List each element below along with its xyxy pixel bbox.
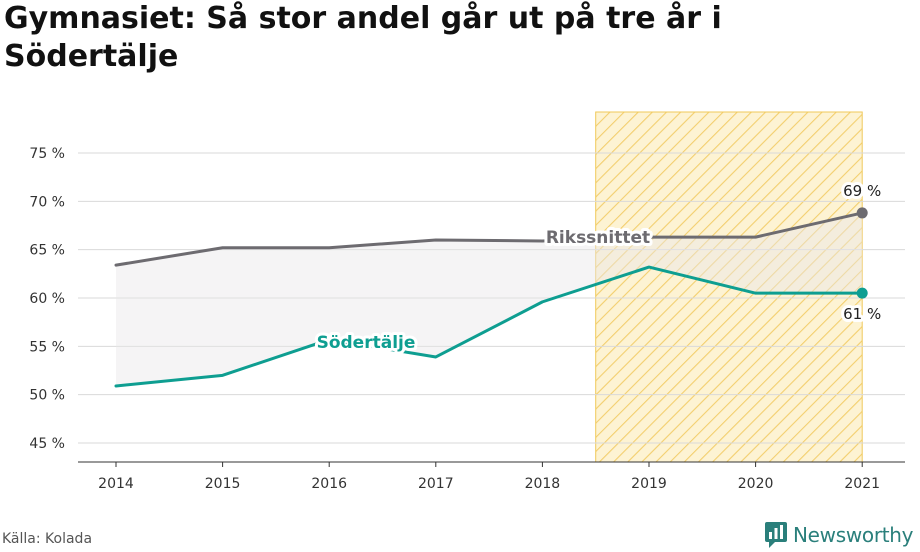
y-tick-label: 65 % bbox=[29, 243, 65, 259]
chart-title: Gymnasiet: Så stor andel går ut på tre å… bbox=[4, 1, 722, 74]
brand-name: Newsworthy bbox=[793, 523, 914, 547]
x-tick-label: 2017 bbox=[418, 476, 454, 492]
y-tick-label: 55 % bbox=[29, 339, 65, 355]
end-label-sodertalje: 61 % bbox=[843, 305, 881, 323]
x-tick-label: 2019 bbox=[631, 476, 667, 492]
gap-area bbox=[116, 212, 863, 386]
series-label-sodertalje-halo: Södertälje bbox=[317, 333, 416, 353]
series-label-sodertalje: Södertälje bbox=[317, 333, 416, 353]
y-tick-label: 70 % bbox=[29, 194, 65, 210]
x-tick-label: 2021 bbox=[844, 476, 880, 492]
series-endpoint bbox=[856, 287, 868, 299]
series-label-rikssnittet: Rikssnittet bbox=[546, 228, 650, 248]
x-tick-label: 2016 bbox=[311, 476, 347, 492]
x-tick-label: 2018 bbox=[525, 476, 561, 492]
end-label-rikssnittet-halo: 69 % bbox=[843, 182, 881, 200]
y-tick-label: 50 % bbox=[29, 388, 65, 404]
newsworthy-logo-icon bbox=[765, 522, 787, 548]
end-label-rikssnittet: 69 % bbox=[843, 182, 881, 200]
x-tick-label: 2015 bbox=[205, 476, 241, 492]
series-line-sodertalje bbox=[114, 265, 864, 388]
y-tick-label: 60 % bbox=[29, 291, 65, 307]
y-tick-label: 75 % bbox=[29, 146, 65, 162]
series-line-rikssnittet bbox=[114, 211, 864, 267]
series-endpoint bbox=[856, 207, 868, 219]
brand-logo: Newsworthy bbox=[765, 520, 914, 550]
x-tick-label: 2014 bbox=[98, 476, 134, 492]
x-tick-label: 2020 bbox=[738, 476, 774, 492]
source-note: Källa: Kolada bbox=[2, 531, 93, 547]
end-label-sodertalje-halo: 61 % bbox=[843, 305, 881, 323]
y-tick-label: 45 % bbox=[29, 436, 65, 452]
series-label-rikssnittet-halo: Rikssnittet bbox=[546, 228, 650, 248]
